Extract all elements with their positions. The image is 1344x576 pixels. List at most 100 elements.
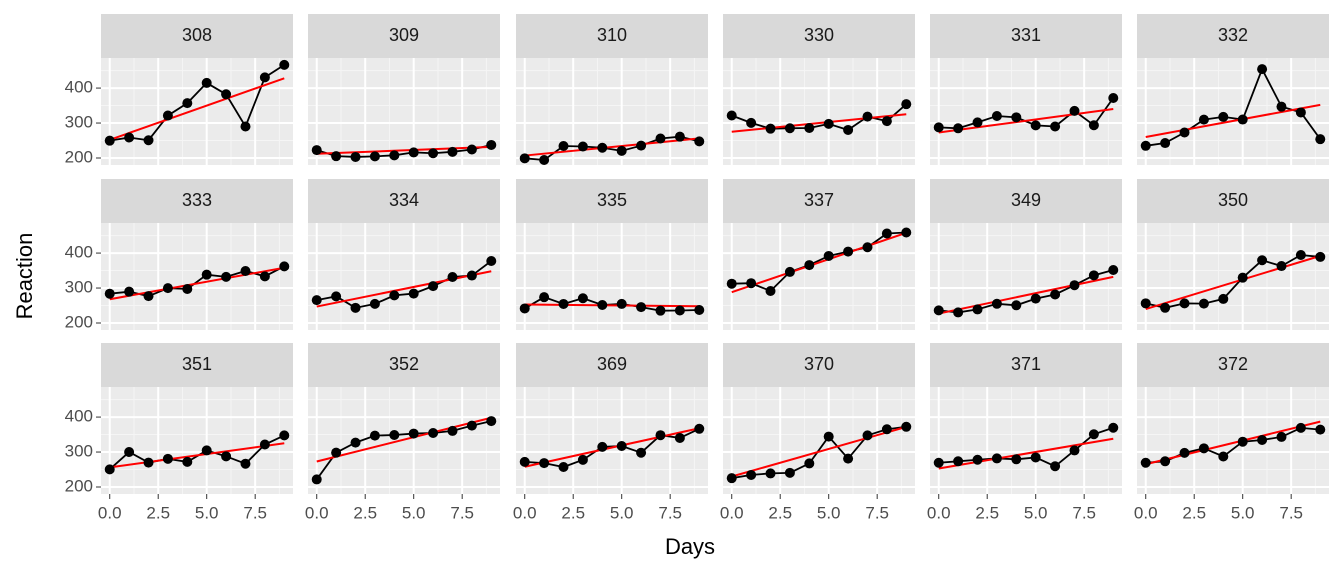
data-point bbox=[1295, 422, 1306, 433]
strip bbox=[101, 14, 293, 58]
strip bbox=[308, 14, 500, 58]
data-point bbox=[1257, 255, 1268, 266]
strip bbox=[308, 179, 500, 223]
strip-label: 335 bbox=[597, 190, 627, 210]
data-point bbox=[953, 307, 964, 318]
data-point bbox=[1276, 431, 1287, 442]
data-point bbox=[259, 271, 270, 282]
strip bbox=[101, 343, 293, 387]
data-point bbox=[616, 441, 627, 452]
data-point bbox=[694, 136, 705, 147]
x-tick-label: 2.5 bbox=[561, 503, 585, 522]
data-point bbox=[466, 420, 477, 431]
x-tick-label: 7.5 bbox=[1279, 503, 1303, 522]
data-point bbox=[389, 150, 400, 161]
data-point bbox=[1295, 249, 1306, 260]
strip bbox=[930, 14, 1122, 58]
data-point bbox=[862, 242, 873, 253]
y-tick-label: 300 bbox=[65, 278, 93, 297]
data-point bbox=[311, 295, 322, 306]
fit-line bbox=[1145, 103, 1321, 139]
data-point bbox=[259, 439, 270, 450]
data-point bbox=[597, 299, 608, 310]
x-tick-label: 5.0 bbox=[195, 503, 219, 522]
data-point bbox=[519, 303, 530, 314]
data-point bbox=[519, 153, 530, 164]
strip-label: 350 bbox=[1218, 190, 1248, 210]
data-point bbox=[933, 122, 944, 133]
data-point bbox=[1218, 293, 1229, 304]
data-line bbox=[1145, 254, 1321, 309]
data-point bbox=[519, 456, 530, 467]
strip-label: 337 bbox=[804, 190, 834, 210]
data-point bbox=[1069, 280, 1080, 291]
data-point bbox=[124, 447, 135, 458]
strip-label: 370 bbox=[804, 354, 834, 374]
data-point bbox=[104, 288, 115, 299]
y-tick-label: 200 bbox=[65, 312, 93, 331]
data-point bbox=[953, 456, 964, 467]
data-point bbox=[389, 290, 400, 301]
x-axis-title: Days bbox=[665, 534, 715, 559]
x-tick-label: 5.0 bbox=[1024, 503, 1048, 522]
data-point bbox=[823, 250, 834, 261]
data-point bbox=[1088, 429, 1099, 440]
data-point bbox=[1011, 454, 1022, 465]
data-point bbox=[539, 154, 550, 165]
panel-background bbox=[930, 387, 1122, 494]
data-point bbox=[655, 133, 666, 144]
data-point bbox=[1108, 93, 1119, 104]
data-point bbox=[279, 59, 290, 70]
data-point bbox=[1088, 270, 1099, 281]
fit-line bbox=[109, 77, 285, 141]
strip-label: 352 bbox=[389, 354, 419, 374]
data-point bbox=[1315, 424, 1326, 435]
data-point bbox=[674, 432, 685, 443]
data-point bbox=[1315, 134, 1326, 145]
data-point bbox=[1160, 456, 1171, 467]
data-point bbox=[765, 123, 776, 134]
fit-line bbox=[316, 416, 492, 463]
data-point bbox=[1257, 64, 1268, 75]
data-point bbox=[953, 123, 964, 134]
y-tick-label: 400 bbox=[65, 407, 93, 426]
fit-line bbox=[524, 427, 700, 468]
data-point bbox=[1179, 447, 1190, 458]
data-point bbox=[726, 110, 737, 121]
data-point bbox=[636, 447, 647, 458]
data-point bbox=[1140, 298, 1151, 309]
fit-line bbox=[938, 108, 1114, 134]
data-point bbox=[765, 285, 776, 296]
strip-label: 351 bbox=[182, 354, 212, 374]
data-point bbox=[1030, 452, 1041, 463]
x-tick-label: 7.5 bbox=[450, 503, 474, 522]
data-point bbox=[389, 430, 400, 441]
panel-background bbox=[723, 58, 915, 165]
data-point bbox=[616, 298, 627, 309]
data-point bbox=[933, 305, 944, 316]
strip-label: 334 bbox=[389, 190, 419, 210]
data-point bbox=[694, 304, 705, 315]
data-point bbox=[558, 462, 569, 473]
data-point bbox=[1218, 451, 1229, 462]
y-tick-label: 400 bbox=[65, 243, 93, 262]
data-point bbox=[726, 473, 737, 484]
data-point bbox=[104, 135, 115, 146]
data-point bbox=[311, 145, 322, 156]
data-point bbox=[279, 430, 290, 441]
strip-label: 371 bbox=[1011, 354, 1041, 374]
strip bbox=[1137, 14, 1329, 58]
x-tick-label: 2.5 bbox=[768, 503, 792, 522]
data-point bbox=[674, 131, 685, 142]
data-point bbox=[279, 261, 290, 272]
data-point bbox=[823, 118, 834, 129]
data-point bbox=[143, 457, 154, 468]
data-point bbox=[350, 437, 361, 448]
data-point bbox=[143, 291, 154, 302]
data-line bbox=[938, 426, 1114, 468]
data-point bbox=[1050, 461, 1061, 472]
x-tick-label: 7.5 bbox=[1072, 503, 1096, 522]
strip bbox=[308, 343, 500, 387]
data-point bbox=[804, 458, 815, 469]
data-point bbox=[162, 110, 173, 121]
